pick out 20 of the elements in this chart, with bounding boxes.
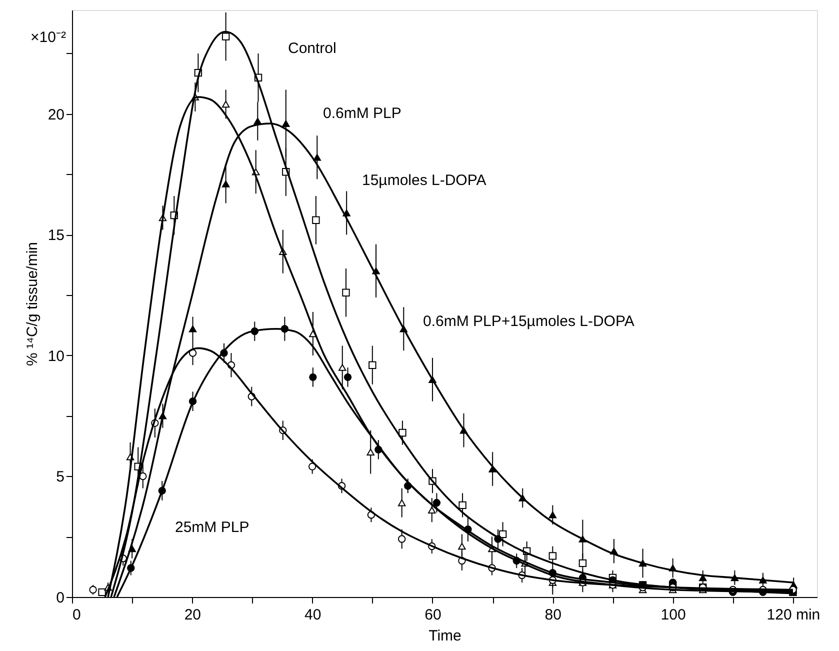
y-tick-label: 5 — [56, 468, 64, 486]
y-tick-label: 0 — [56, 590, 64, 606]
x-tick-label: 0 — [72, 606, 81, 624]
y-tick-label: 15 — [48, 227, 64, 244]
x-axis-title: Time — [428, 628, 462, 644]
x-tick-label: 60 — [424, 606, 442, 624]
annotation: 0.6mM PLP — [323, 105, 402, 122]
text: ×10⁻² — [30, 29, 66, 46]
annotation: Control — [288, 40, 336, 57]
y-tick-label: 10 — [48, 348, 64, 365]
y-axis-title: % ¹⁴C/g tissue/min — [24, 242, 41, 366]
y-tick-label: 20 — [48, 106, 64, 124]
x-tick-label: 80 — [544, 606, 562, 624]
annotation: 15µmoles L-DOPA — [362, 172, 486, 189]
x-tick-label: 100 — [660, 606, 686, 624]
annotation: 25mM PLP — [175, 519, 250, 536]
annotation: 0.6mM PLP+15µmoles L-DOPA — [423, 313, 634, 330]
x-tick-label: 40 — [304, 606, 322, 624]
x-tick-label: 120 min — [766, 606, 820, 624]
x-tick-label: 20 — [184, 606, 202, 624]
